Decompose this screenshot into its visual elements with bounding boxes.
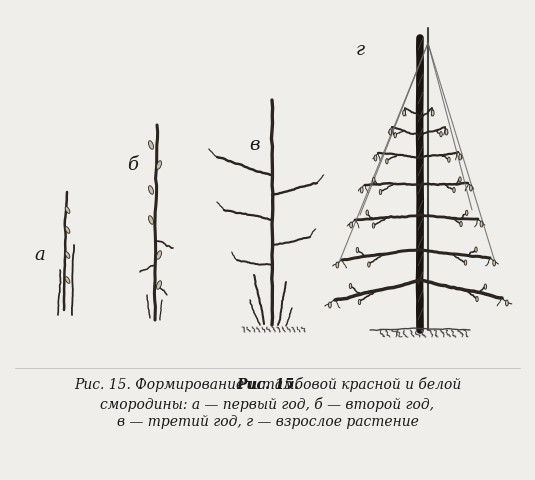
Ellipse shape (349, 283, 351, 288)
Ellipse shape (328, 302, 331, 308)
Ellipse shape (465, 210, 468, 216)
Ellipse shape (431, 110, 434, 116)
Ellipse shape (149, 141, 154, 149)
Ellipse shape (65, 227, 70, 233)
Ellipse shape (149, 186, 154, 194)
Ellipse shape (65, 276, 70, 283)
Ellipse shape (493, 260, 495, 266)
Ellipse shape (464, 260, 467, 265)
Ellipse shape (379, 190, 382, 194)
Ellipse shape (459, 154, 462, 160)
Ellipse shape (336, 262, 339, 268)
Ellipse shape (394, 132, 396, 138)
Text: г: г (355, 41, 364, 59)
Ellipse shape (448, 157, 450, 162)
Ellipse shape (149, 216, 154, 224)
Ellipse shape (460, 221, 462, 227)
Ellipse shape (374, 155, 377, 161)
Ellipse shape (65, 252, 70, 258)
Ellipse shape (65, 206, 70, 214)
Ellipse shape (358, 300, 361, 305)
Text: в — третий год, г — взрослое растение: в — третий год, г — взрослое растение (117, 415, 418, 429)
Ellipse shape (475, 247, 477, 252)
Ellipse shape (506, 300, 508, 306)
Ellipse shape (480, 221, 483, 227)
Ellipse shape (157, 251, 162, 259)
Text: б: б (127, 156, 139, 174)
Ellipse shape (372, 178, 375, 182)
Ellipse shape (350, 222, 353, 228)
Ellipse shape (440, 132, 442, 137)
Ellipse shape (386, 158, 388, 164)
Ellipse shape (372, 223, 374, 228)
Ellipse shape (470, 185, 472, 191)
Ellipse shape (403, 110, 406, 116)
Ellipse shape (157, 281, 162, 289)
Ellipse shape (459, 177, 461, 182)
Ellipse shape (368, 262, 370, 267)
Text: Рис. 15.: Рис. 15. (236, 378, 299, 392)
Ellipse shape (389, 129, 392, 135)
Ellipse shape (476, 296, 478, 301)
Ellipse shape (157, 161, 162, 169)
Ellipse shape (445, 129, 448, 135)
Ellipse shape (360, 187, 363, 193)
Text: в: в (249, 136, 259, 154)
Ellipse shape (453, 187, 455, 192)
Ellipse shape (366, 210, 369, 215)
Text: Рис. 15. Формирование штамбовой красной и белой: Рис. 15. Формирование штамбовой красной … (74, 377, 461, 393)
Ellipse shape (484, 284, 487, 289)
Ellipse shape (356, 247, 358, 252)
Text: смородины: а — первый год, б — второй год,: смородины: а — первый год, б — второй го… (101, 397, 434, 412)
Text: а: а (35, 246, 45, 264)
